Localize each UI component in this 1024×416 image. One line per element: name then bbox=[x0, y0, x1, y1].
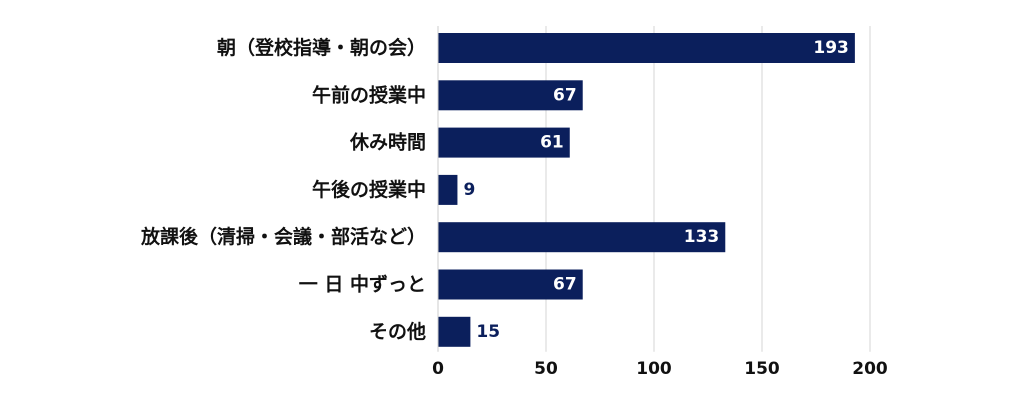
value-label: 15 bbox=[476, 322, 500, 342]
category-label: 午後の授業中 bbox=[312, 178, 426, 201]
value-label: 133 bbox=[684, 227, 720, 247]
bar bbox=[438, 33, 855, 63]
value-label: 193 bbox=[813, 38, 849, 58]
bar bbox=[438, 127, 570, 158]
category-label: 午前の授業中 bbox=[312, 83, 426, 106]
x-tick-label: 150 bbox=[744, 359, 780, 379]
category-label: 休み時間 bbox=[349, 132, 426, 154]
x-tick-label: 200 bbox=[852, 359, 888, 379]
category-label: その他 bbox=[369, 320, 426, 343]
category-label: 朝（登校指導・朝の会） bbox=[217, 36, 426, 59]
x-tick-label: 50 bbox=[534, 359, 558, 379]
bar bbox=[438, 316, 471, 347]
bar bbox=[438, 269, 583, 300]
value-label: 67 bbox=[553, 85, 577, 105]
bar bbox=[438, 174, 458, 205]
value-label: 67 bbox=[553, 275, 577, 295]
value-label: 9 bbox=[463, 180, 475, 200]
x-tick-label: 100 bbox=[636, 359, 672, 379]
category-label: 放課後（清掃・会議・部活など） bbox=[140, 225, 426, 248]
x-tick-label: 0 bbox=[432, 359, 444, 379]
bar bbox=[438, 222, 726, 253]
bar bbox=[438, 80, 583, 111]
value-label: 61 bbox=[540, 133, 564, 153]
category-label: 一 日 中ずっと bbox=[299, 273, 426, 296]
